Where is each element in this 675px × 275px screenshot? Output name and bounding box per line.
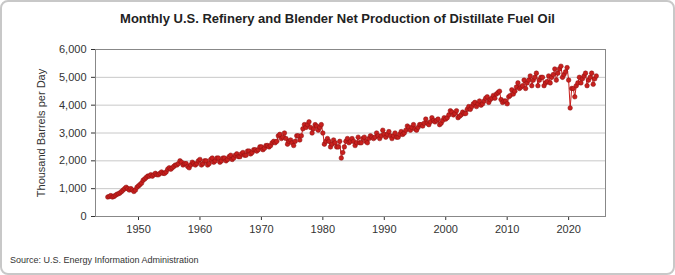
svg-text:1,000: 1,000 bbox=[59, 182, 87, 194]
svg-text:4,000: 4,000 bbox=[59, 99, 87, 111]
svg-text:6,000: 6,000 bbox=[59, 43, 87, 55]
svg-text:1990: 1990 bbox=[372, 223, 396, 235]
svg-text:2020: 2020 bbox=[556, 223, 580, 235]
svg-text:1950: 1950 bbox=[126, 223, 150, 235]
svg-text:Thousand Barrels per Day: Thousand Barrels per Day bbox=[35, 68, 47, 197]
svg-text:2000: 2000 bbox=[433, 223, 457, 235]
svg-text:1970: 1970 bbox=[249, 223, 273, 235]
svg-text:2010: 2010 bbox=[495, 223, 519, 235]
svg-text:0: 0 bbox=[80, 210, 86, 222]
svg-text:2,000: 2,000 bbox=[59, 154, 87, 166]
html-text:Monthly U.S. Refinery and Blen: Monthly U.S. Refinery and Blender Net Pr… bbox=[120, 11, 555, 26]
html-text:Source: U.S. Energy Informatio: Source: U.S. Energy Information Administ… bbox=[10, 255, 199, 265]
svg-text:5,000: 5,000 bbox=[59, 71, 87, 83]
svg-text:3,000: 3,000 bbox=[59, 127, 87, 139]
svg-text:1980: 1980 bbox=[311, 223, 335, 235]
svg-text:1960: 1960 bbox=[188, 223, 212, 235]
